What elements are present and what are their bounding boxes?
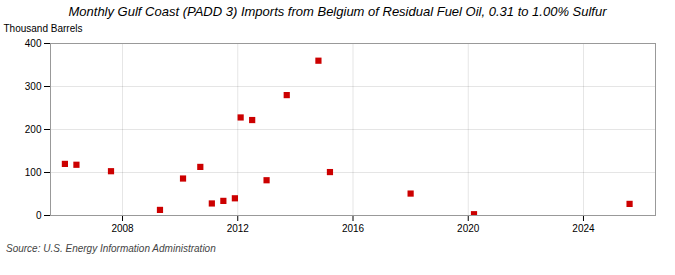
svg-text:0: 0	[36, 210, 42, 221]
svg-text:2012: 2012	[227, 223, 250, 234]
svg-text:400: 400	[25, 38, 42, 49]
svg-text:200: 200	[25, 124, 42, 135]
html-text:Source: U.S. Energy Informatio: Source: U.S. Energy Information Administ…	[6, 243, 216, 254]
html-text:Monthly Gulf Coast (PADD 3) Im: Monthly Gulf Coast (PADD 3) Imports from…	[68, 4, 607, 19]
svg-text:100: 100	[25, 167, 42, 178]
svg-text:2008: 2008	[111, 223, 134, 234]
svg-text:2016: 2016	[342, 223, 365, 234]
svg-text:Thousand Barrels: Thousand Barrels	[4, 23, 83, 34]
svg-text:2024: 2024	[572, 223, 595, 234]
svg-text:300: 300	[25, 81, 42, 92]
svg-text:2020: 2020	[457, 223, 480, 234]
